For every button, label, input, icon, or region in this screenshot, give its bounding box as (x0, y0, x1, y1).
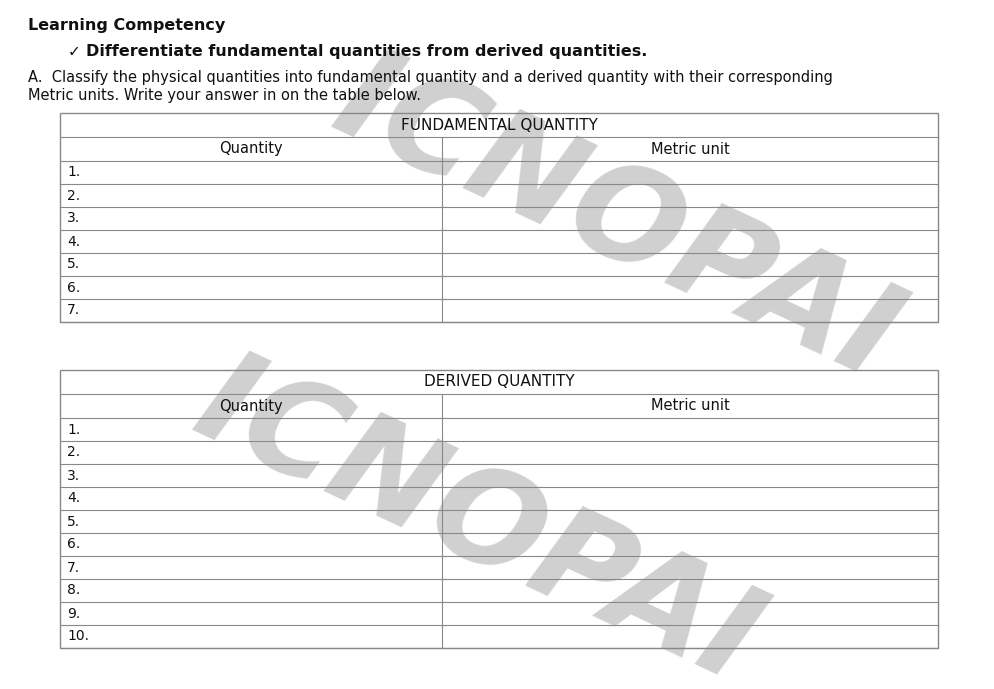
Text: 6.: 6. (67, 537, 81, 551)
Text: 7.: 7. (67, 303, 81, 318)
Text: 4.: 4. (67, 491, 81, 506)
Text: 6.: 6. (67, 280, 81, 294)
Text: 8.: 8. (67, 584, 81, 597)
Text: Metric unit: Metric unit (650, 141, 729, 156)
Text: Metric unit: Metric unit (650, 398, 729, 413)
Text: Differentiate fundamental quantities from derived quantities.: Differentiate fundamental quantities fro… (85, 44, 647, 59)
Bar (60, 113, 937, 322)
Text: 5.: 5. (67, 515, 81, 528)
Text: A.  Classify the physical quantities into fundamental quantity and a derived qua: A. Classify the physical quantities into… (28, 70, 832, 85)
Text: 1.: 1. (67, 165, 81, 180)
Text: 2.: 2. (67, 189, 81, 203)
Text: 1.: 1. (67, 422, 81, 437)
Text: 9.: 9. (67, 606, 81, 621)
Text: ✓: ✓ (68, 44, 81, 59)
Text: 3.: 3. (67, 469, 81, 482)
Text: ICNOPAI: ICNOPAI (177, 338, 777, 689)
Text: 3.: 3. (67, 212, 81, 225)
Text: Quantity: Quantity (219, 141, 282, 156)
Text: Quantity: Quantity (219, 398, 282, 413)
Text: DERIVED QUANTITY: DERIVED QUANTITY (423, 375, 574, 389)
Text: 5.: 5. (67, 258, 81, 271)
Text: 7.: 7. (67, 560, 81, 575)
Text: 2.: 2. (67, 446, 81, 460)
Text: Learning Competency: Learning Competency (28, 18, 225, 33)
Text: FUNDAMENTAL QUANTITY: FUNDAMENTAL QUANTITY (401, 118, 596, 132)
Text: Metric units. Write your answer in on the table below.: Metric units. Write your answer in on th… (28, 88, 420, 103)
Text: ICNOPAI: ICNOPAI (316, 35, 916, 406)
Text: 10.: 10. (67, 630, 88, 644)
Bar (60, 370, 937, 648)
Text: 4.: 4. (67, 234, 81, 249)
